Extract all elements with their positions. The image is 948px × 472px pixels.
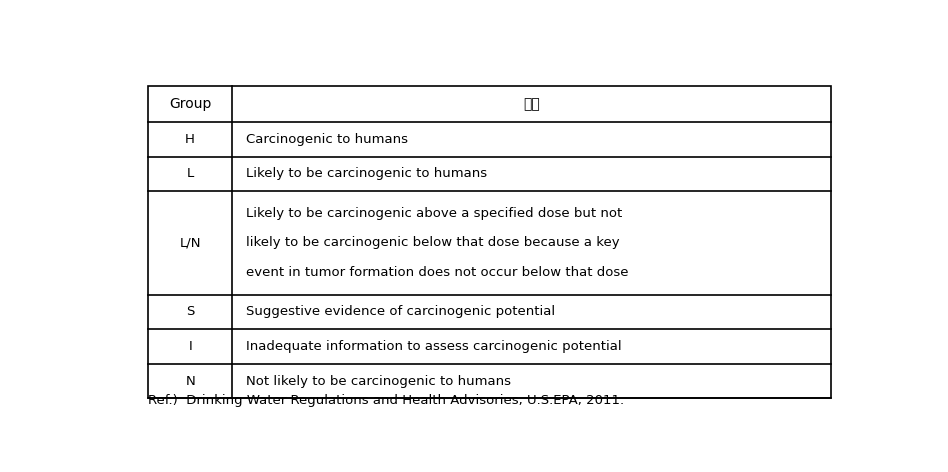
Text: Likely to be carcinogenic above a specified dose but not: Likely to be carcinogenic above a specif… [246, 207, 622, 219]
Text: H: H [185, 133, 195, 146]
Text: Ref.)  Drinking Water Regulations and Health Advisories, U.S.EPA, 2011.: Ref.) Drinking Water Regulations and Hea… [148, 394, 624, 406]
Text: S: S [186, 305, 194, 319]
Text: likely to be carcinogenic below that dose because a key: likely to be carcinogenic below that dos… [246, 236, 619, 249]
Text: Group: Group [169, 97, 211, 111]
Text: Not likely to be carcinogenic to humans: Not likely to be carcinogenic to humans [246, 374, 511, 388]
Text: Carcinogenic to humans: Carcinogenic to humans [246, 133, 408, 146]
Text: Suggestive evidence of carcinogenic potential: Suggestive evidence of carcinogenic pote… [246, 305, 555, 319]
Text: event in tumor formation does not occur below that dose: event in tumor formation does not occur … [246, 266, 629, 279]
Text: Likely to be carcinogenic to humans: Likely to be carcinogenic to humans [246, 168, 486, 180]
Bar [148, 86, 831, 398]
Text: 내용: 내용 [523, 97, 540, 111]
Text: L/N: L/N [179, 236, 201, 249]
Text: I: I [189, 340, 192, 353]
Text: N: N [185, 374, 195, 388]
Text: L: L [187, 168, 193, 180]
Text: Inadequate information to assess carcinogenic potential: Inadequate information to assess carcino… [246, 340, 621, 353]
